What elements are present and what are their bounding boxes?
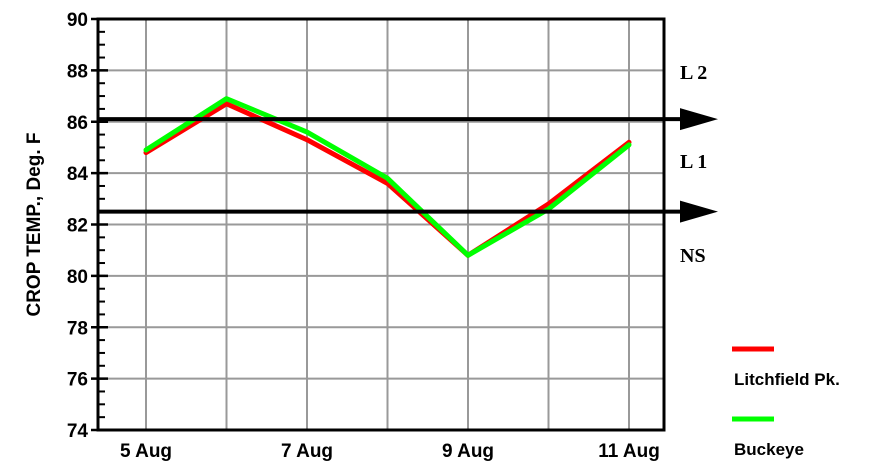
zone-label: L 2: [680, 62, 707, 84]
x-tick-label: 9 Aug: [442, 441, 494, 462]
x-tick-label: 5 Aug: [120, 441, 172, 462]
threshold-arrowhead: [680, 201, 718, 223]
x-tick-label: 7 Aug: [281, 441, 333, 462]
y-axis-label: CROP TEMP., Deg. F: [24, 132, 45, 316]
y-tick-label: 76: [67, 370, 88, 391]
y-tick-label: 74: [67, 421, 89, 442]
y-tick-label: 78: [67, 318, 88, 339]
x-tick-label: 11 Aug: [598, 441, 660, 462]
y-tick-label: 90: [67, 10, 88, 31]
legend-label: Buckeye: [734, 440, 804, 459]
y-tick-label: 82: [67, 216, 88, 237]
legend-label: Litchfield Pk.: [734, 370, 840, 389]
zone-label: L 1: [680, 151, 707, 173]
threshold-arrowhead: [680, 108, 718, 130]
y-tick-label: 84: [67, 164, 89, 185]
zone-label: NS: [680, 245, 706, 267]
y-tick-label: 80: [67, 267, 88, 288]
y-tick-label: 86: [67, 113, 88, 134]
y-tick-label: 88: [67, 61, 88, 82]
